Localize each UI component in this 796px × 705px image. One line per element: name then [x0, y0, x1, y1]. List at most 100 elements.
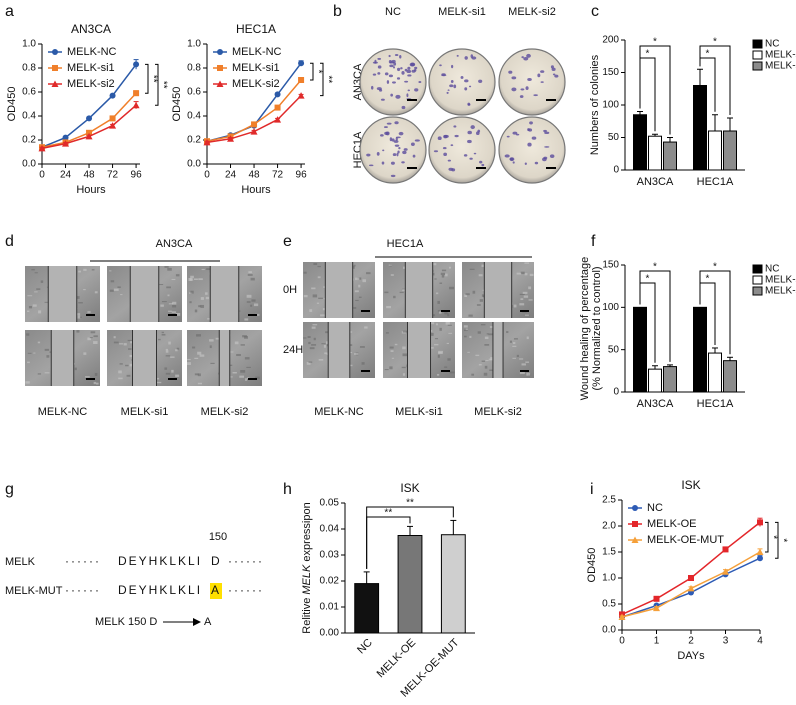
colony	[453, 125, 457, 128]
texture	[240, 370, 246, 373]
texture	[403, 266, 406, 269]
series-line	[621, 551, 761, 618]
texture	[119, 363, 123, 365]
significance-label: *	[767, 535, 778, 539]
marker	[756, 548, 764, 555]
texture	[441, 269, 447, 272]
colony	[515, 133, 520, 136]
x-axis-label: Hours	[241, 184, 271, 196]
texture	[127, 339, 132, 342]
texture	[316, 302, 320, 304]
colony	[394, 53, 399, 57]
colony	[521, 56, 524, 59]
y-tick-label: 0.0	[187, 159, 201, 170]
texture	[526, 372, 531, 376]
y-tick-label: 100	[602, 100, 619, 111]
y-tick-label: 0.0	[602, 625, 616, 636]
colony	[534, 161, 539, 165]
wound-title: AN3CA	[156, 238, 193, 250]
texture	[352, 265, 355, 269]
texture	[355, 277, 360, 281]
texture	[76, 313, 81, 316]
panel-label: b	[333, 3, 342, 20]
texture	[469, 335, 472, 339]
colony	[506, 135, 510, 138]
y-tick-label: 1.0	[187, 39, 201, 50]
texture	[439, 311, 442, 314]
x-tick-label: 3	[723, 636, 729, 647]
texture	[172, 304, 177, 308]
texture	[516, 272, 522, 275]
texture	[194, 357, 199, 360]
texture	[255, 313, 260, 316]
texture	[434, 338, 439, 340]
texture	[37, 341, 41, 344]
colony	[376, 152, 380, 156]
texture	[123, 343, 127, 346]
y-axis-label: Wound healing of percentage	[579, 257, 591, 401]
colony	[443, 134, 448, 139]
texture	[205, 292, 208, 295]
texture	[308, 341, 311, 345]
texture	[469, 268, 475, 270]
colony	[389, 64, 394, 68]
texture	[528, 286, 532, 290]
colony	[398, 147, 401, 150]
colony	[409, 62, 415, 67]
texture	[522, 291, 528, 294]
texture	[87, 337, 91, 341]
texture	[348, 351, 353, 354]
texture	[113, 336, 116, 339]
texture	[323, 344, 326, 348]
y-axis-label: OD450	[171, 87, 183, 122]
colony	[463, 154, 468, 157]
y-tick-label: 50	[608, 344, 620, 355]
texture	[38, 310, 42, 314]
y-axis-label: OD450	[6, 87, 18, 122]
texture	[156, 381, 162, 384]
texture	[437, 310, 441, 312]
colony	[392, 81, 396, 84]
y-tick-label: 200	[602, 35, 619, 46]
colony	[511, 87, 517, 92]
column-label: MELK-NC	[38, 406, 88, 418]
texture	[207, 318, 210, 320]
colony	[380, 134, 384, 137]
texture	[464, 294, 468, 297]
texture	[120, 294, 123, 296]
bar	[723, 130, 737, 171]
texture	[244, 336, 248, 339]
texture	[321, 343, 326, 345]
colony	[401, 105, 406, 110]
texture	[528, 299, 533, 301]
column-label: MELK-NC	[314, 406, 364, 418]
colony	[412, 154, 416, 158]
marker	[109, 122, 117, 129]
colony	[554, 74, 559, 78]
texture	[402, 330, 408, 333]
colony	[527, 77, 532, 81]
texture	[390, 350, 394, 353]
colony	[394, 144, 400, 147]
colony	[400, 67, 403, 70]
legend-swatch	[752, 39, 763, 49]
colony	[403, 148, 408, 151]
texture	[317, 265, 321, 268]
y-tick-label: 0.05	[320, 498, 340, 509]
legend-label: MELK-si2	[765, 286, 796, 297]
x-tick-label: 48	[83, 170, 95, 181]
dots: ······	[228, 554, 264, 568]
x-tick-label: 96	[131, 170, 143, 181]
texture	[83, 268, 87, 271]
texture	[125, 364, 129, 367]
colony	[549, 154, 555, 158]
significance-label: *	[653, 37, 657, 48]
chart-title: ISK	[400, 481, 419, 495]
significance-bracket	[145, 63, 149, 94]
texture	[324, 352, 328, 355]
legend-label: MELK-OE	[647, 518, 697, 530]
legend-label: MELK-si1	[765, 50, 796, 61]
y-tick-label: 2.5	[602, 495, 616, 506]
y-tick-label: 150	[602, 67, 619, 78]
texture	[197, 382, 203, 385]
